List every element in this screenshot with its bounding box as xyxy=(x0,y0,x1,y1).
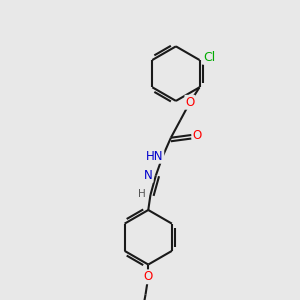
Text: HN: HN xyxy=(146,150,163,163)
Text: Cl: Cl xyxy=(203,51,215,64)
Text: O: O xyxy=(193,128,202,142)
Text: N: N xyxy=(144,169,153,182)
Text: H: H xyxy=(138,189,146,199)
Text: O: O xyxy=(144,270,153,283)
Text: O: O xyxy=(185,96,195,109)
